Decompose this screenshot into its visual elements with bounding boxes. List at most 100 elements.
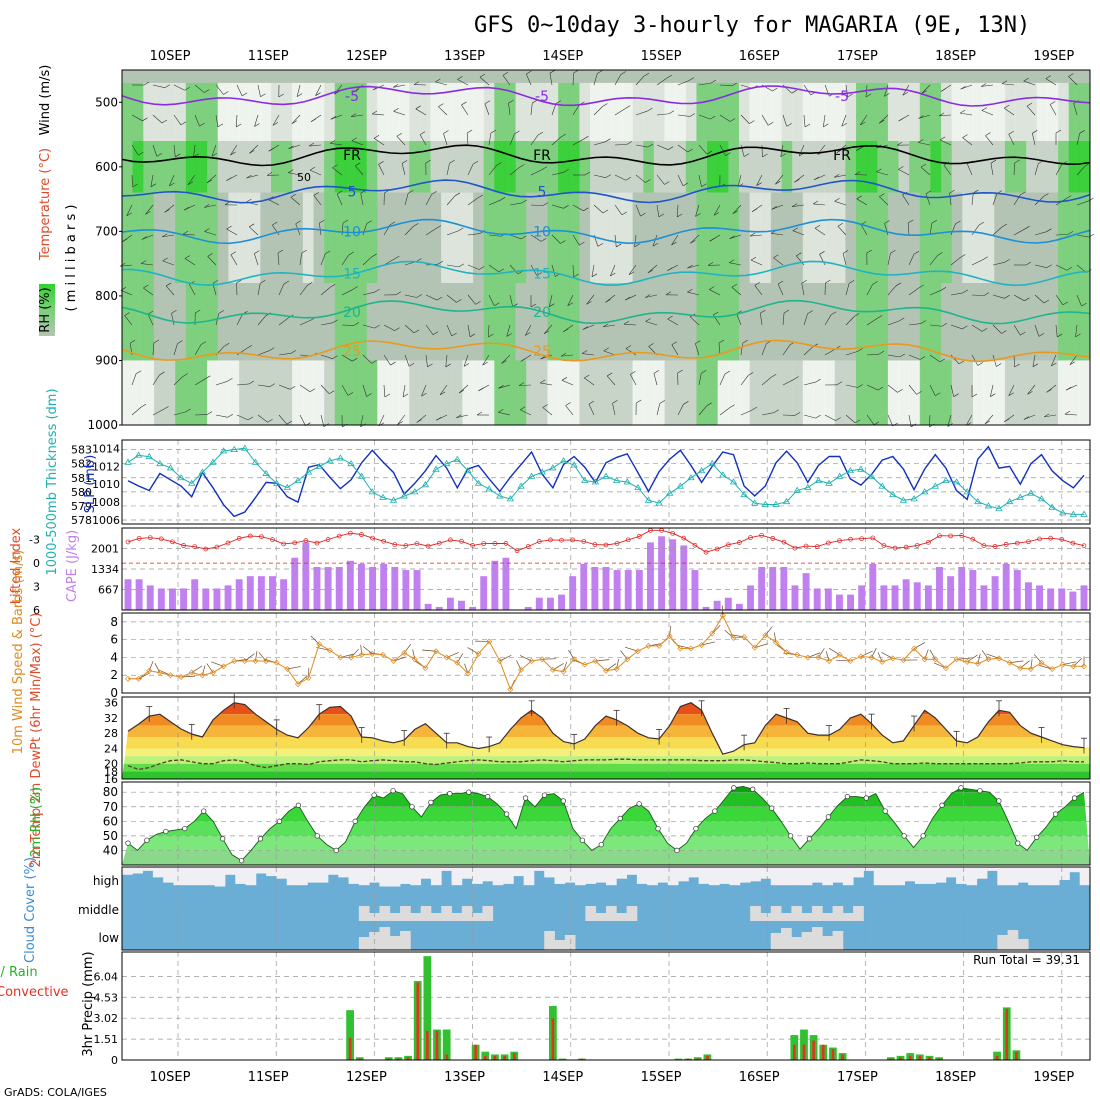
wind-speed-point <box>751 644 758 651</box>
rh-cell <box>462 82 474 141</box>
rh-point <box>503 811 510 817</box>
panel-frame <box>121 527 1091 611</box>
wind-barb-flag <box>126 212 132 217</box>
rh-cell <box>473 192 485 283</box>
cloud-high-gap <box>327 867 339 875</box>
wind-barb-flag <box>384 393 390 398</box>
wind-barb-flag <box>520 406 526 410</box>
wind-barb <box>677 174 684 187</box>
cloud-high-gap <box>904 867 916 882</box>
wind-barb-flag <box>223 91 229 95</box>
date-label-top: 12SEP <box>346 49 387 64</box>
wind-barb-flag <box>786 123 792 127</box>
cape-bar <box>402 570 410 610</box>
wind-barb-flag <box>401 160 408 164</box>
wind-barb <box>215 381 228 386</box>
rh-cell <box>813 283 825 361</box>
rh-cell <box>143 192 155 283</box>
wind-barb-flag <box>419 131 426 135</box>
wind-speed-point <box>252 658 259 664</box>
rh-cell <box>749 82 761 141</box>
cloud-middle-gap <box>441 906 452 921</box>
wind-barb <box>194 114 200 127</box>
wind-barb-flag <box>325 250 331 255</box>
thickness-point <box>931 482 939 489</box>
rh-cell <box>249 283 261 361</box>
rh-cell <box>430 283 442 361</box>
temp-tick: 18 <box>104 765 118 778</box>
rh-cell <box>877 82 889 141</box>
cloud-middle-gap <box>379 906 391 921</box>
wind-barb <box>341 384 349 396</box>
cape-bar <box>624 570 632 610</box>
wind-speed-point <box>167 672 174 679</box>
temp-contour-label: FR <box>533 148 551 164</box>
wind-barb-flag <box>902 92 908 96</box>
temp-band <box>122 725 1090 738</box>
wind-barb-flag <box>983 292 990 296</box>
cloud-low-gap <box>400 931 411 950</box>
wind-barb <box>591 264 595 277</box>
rh-cell <box>207 141 219 193</box>
wind-speed-point <box>656 642 663 649</box>
wind-barb <box>690 234 700 244</box>
run-total: Run Total = 39.31 <box>973 953 1080 967</box>
rh-cell <box>494 283 506 361</box>
dewpoint-line <box>127 758 1084 771</box>
wind-barb-flag <box>371 253 377 258</box>
wind-barb-flag <box>1057 333 1063 338</box>
wind-barb-flag <box>584 171 591 176</box>
wind-barb <box>254 114 259 127</box>
wind-barb <box>194 378 206 386</box>
precip-convective-bar <box>358 1058 362 1060</box>
wind-barb-flag <box>724 370 731 375</box>
rh-cell <box>473 283 485 361</box>
rh-cell <box>845 283 857 361</box>
rh-cell <box>260 82 272 141</box>
wind-axis-label: Wind (m/s) <box>38 65 53 136</box>
wind-barb-flag <box>645 318 651 322</box>
wind-barb <box>383 384 386 397</box>
rh-cell <box>1058 141 1070 193</box>
wind-barb-flag <box>640 212 646 217</box>
wind-barb-flag <box>456 299 462 303</box>
rh-point <box>201 808 207 814</box>
rh-point <box>541 792 548 798</box>
wind-barb-flag <box>1050 101 1056 105</box>
rh-cell <box>558 360 570 425</box>
wind-barb <box>438 106 448 116</box>
pressure-tick: 700 <box>95 224 118 238</box>
wind-barb-flag <box>834 198 840 202</box>
rh-cell <box>504 192 517 283</box>
rh-cell <box>1015 141 1027 193</box>
wind-barb-flag <box>990 393 996 397</box>
precip-convective-bar <box>793 1044 796 1060</box>
rh-cell <box>621 192 634 283</box>
wind-barb <box>950 384 954 397</box>
wind-barb-flag <box>783 309 790 314</box>
wind-barb-flag <box>630 371 636 375</box>
wind-barb <box>856 198 868 206</box>
cloud-middle-gap <box>616 913 627 921</box>
temp-tick: 32 <box>104 712 118 725</box>
rh-cell <box>270 141 283 193</box>
wind-barb-flag <box>1024 225 1030 230</box>
wind-barb <box>330 143 343 146</box>
wind-barb <box>373 138 385 146</box>
rh-cell <box>898 82 910 141</box>
panel-frame <box>121 439 1091 525</box>
rh-cell <box>717 141 729 193</box>
wind-barb-flag <box>295 220 301 225</box>
precip-convective-bar <box>889 1058 893 1060</box>
wind-speed-point <box>156 669 163 676</box>
wind-barb-flag <box>667 315 673 320</box>
wind-barb <box>211 144 217 157</box>
wind-barb-flag <box>537 131 544 136</box>
cloud-low-gap <box>544 931 555 950</box>
cloud-high-gap <box>1079 867 1091 886</box>
wind-speed-point <box>1081 663 1087 670</box>
thickness-point <box>453 455 461 462</box>
wind-barb-flag <box>563 169 569 173</box>
rh-cell <box>462 360 474 425</box>
rh-point <box>768 805 775 811</box>
